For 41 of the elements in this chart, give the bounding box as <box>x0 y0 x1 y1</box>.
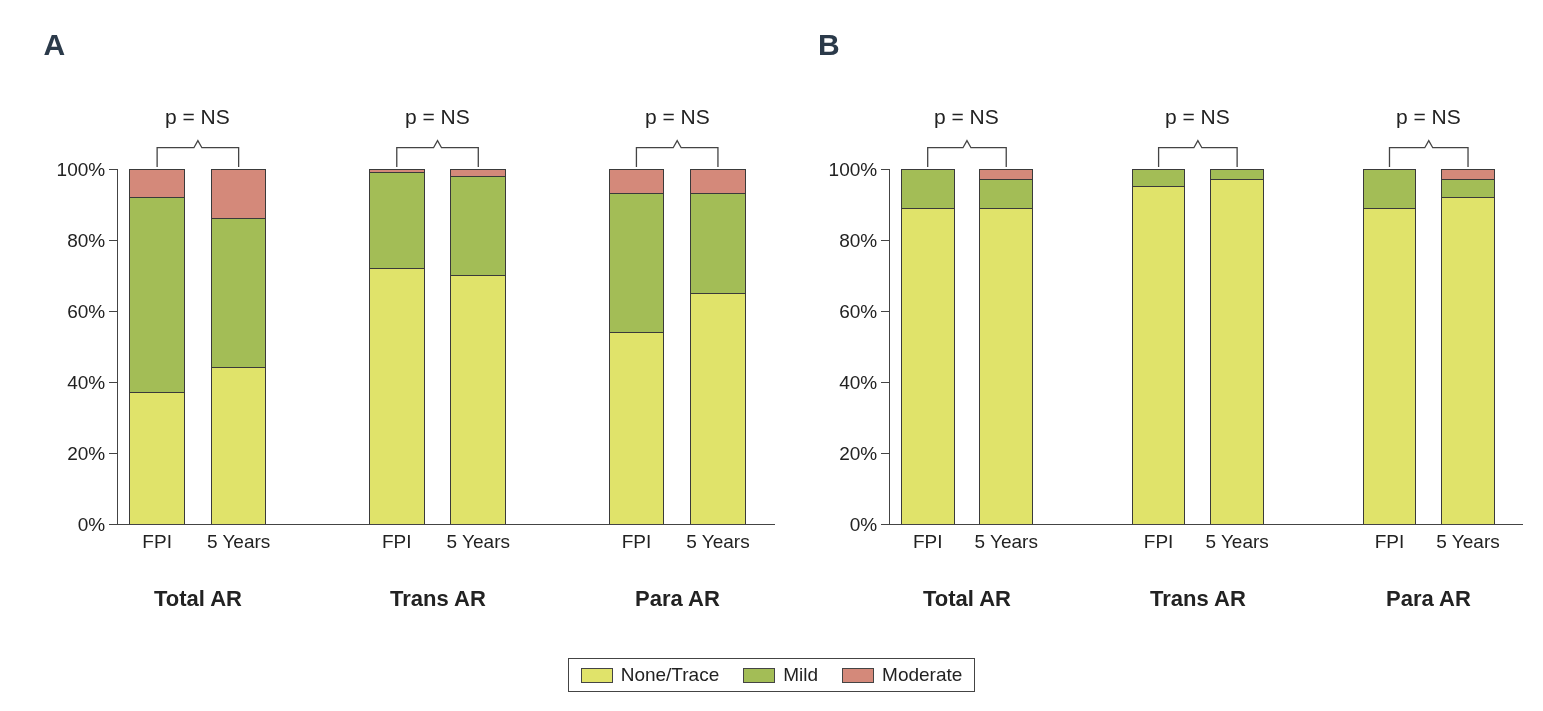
y-tick-label: 100% <box>56 158 106 180</box>
y-tick-label: 100% <box>828 158 878 180</box>
x-tick-label: FPI <box>382 530 412 552</box>
text: p = NS <box>1396 105 1461 128</box>
text: Trans AR <box>1150 586 1246 611</box>
x-tick-label: 5 Years <box>206 530 271 552</box>
text: p = NS <box>645 105 710 128</box>
x-tick-label: 5 Years <box>686 530 750 552</box>
x-tick-label: FPI <box>142 530 172 552</box>
text: p = NS <box>165 105 230 128</box>
x-tick-label: FPI <box>621 530 652 552</box>
x-tick-label: 5 Years <box>974 530 1038 552</box>
chart-title: B <box>817 28 840 62</box>
y-tick-label: 40% <box>839 371 878 393</box>
x-tick-label: FPI <box>1143 530 1174 552</box>
text: Para AR <box>635 586 720 611</box>
y-tick-label: 60% <box>67 300 106 322</box>
text: p = NS <box>1165 105 1230 128</box>
text: Total AR <box>923 586 1012 611</box>
y-tick-label: 20% <box>67 442 106 464</box>
x-tick-label: FPI <box>1374 530 1405 552</box>
text: Trans AR <box>390 586 486 611</box>
y-tick-label: 20% <box>839 442 878 464</box>
text: Para AR <box>1386 586 1471 611</box>
y-tick-label: 40% <box>67 371 106 393</box>
y-tick-label: 0% <box>77 513 106 535</box>
y-tick-label: 60% <box>839 300 878 322</box>
text: p = NS <box>405 105 470 128</box>
text: p = NS <box>934 105 999 128</box>
legend-label: Moderate <box>882 664 963 686</box>
legend-label: Mild <box>783 664 819 686</box>
x-tick-label: 5 Years <box>1205 530 1269 552</box>
y-tick-label: 0% <box>849 513 878 535</box>
x-tick-label: FPI <box>912 530 943 552</box>
legend-label: None/Trace <box>620 664 720 686</box>
x-tick-label: 5 Years <box>446 530 510 552</box>
x-tick-label: 5 Years <box>1436 530 1500 552</box>
y-tick-label: 80% <box>67 229 106 251</box>
text: Total AR <box>154 586 243 611</box>
chart-title: A <box>43 28 66 62</box>
y-tick-label: 80% <box>839 229 878 251</box>
